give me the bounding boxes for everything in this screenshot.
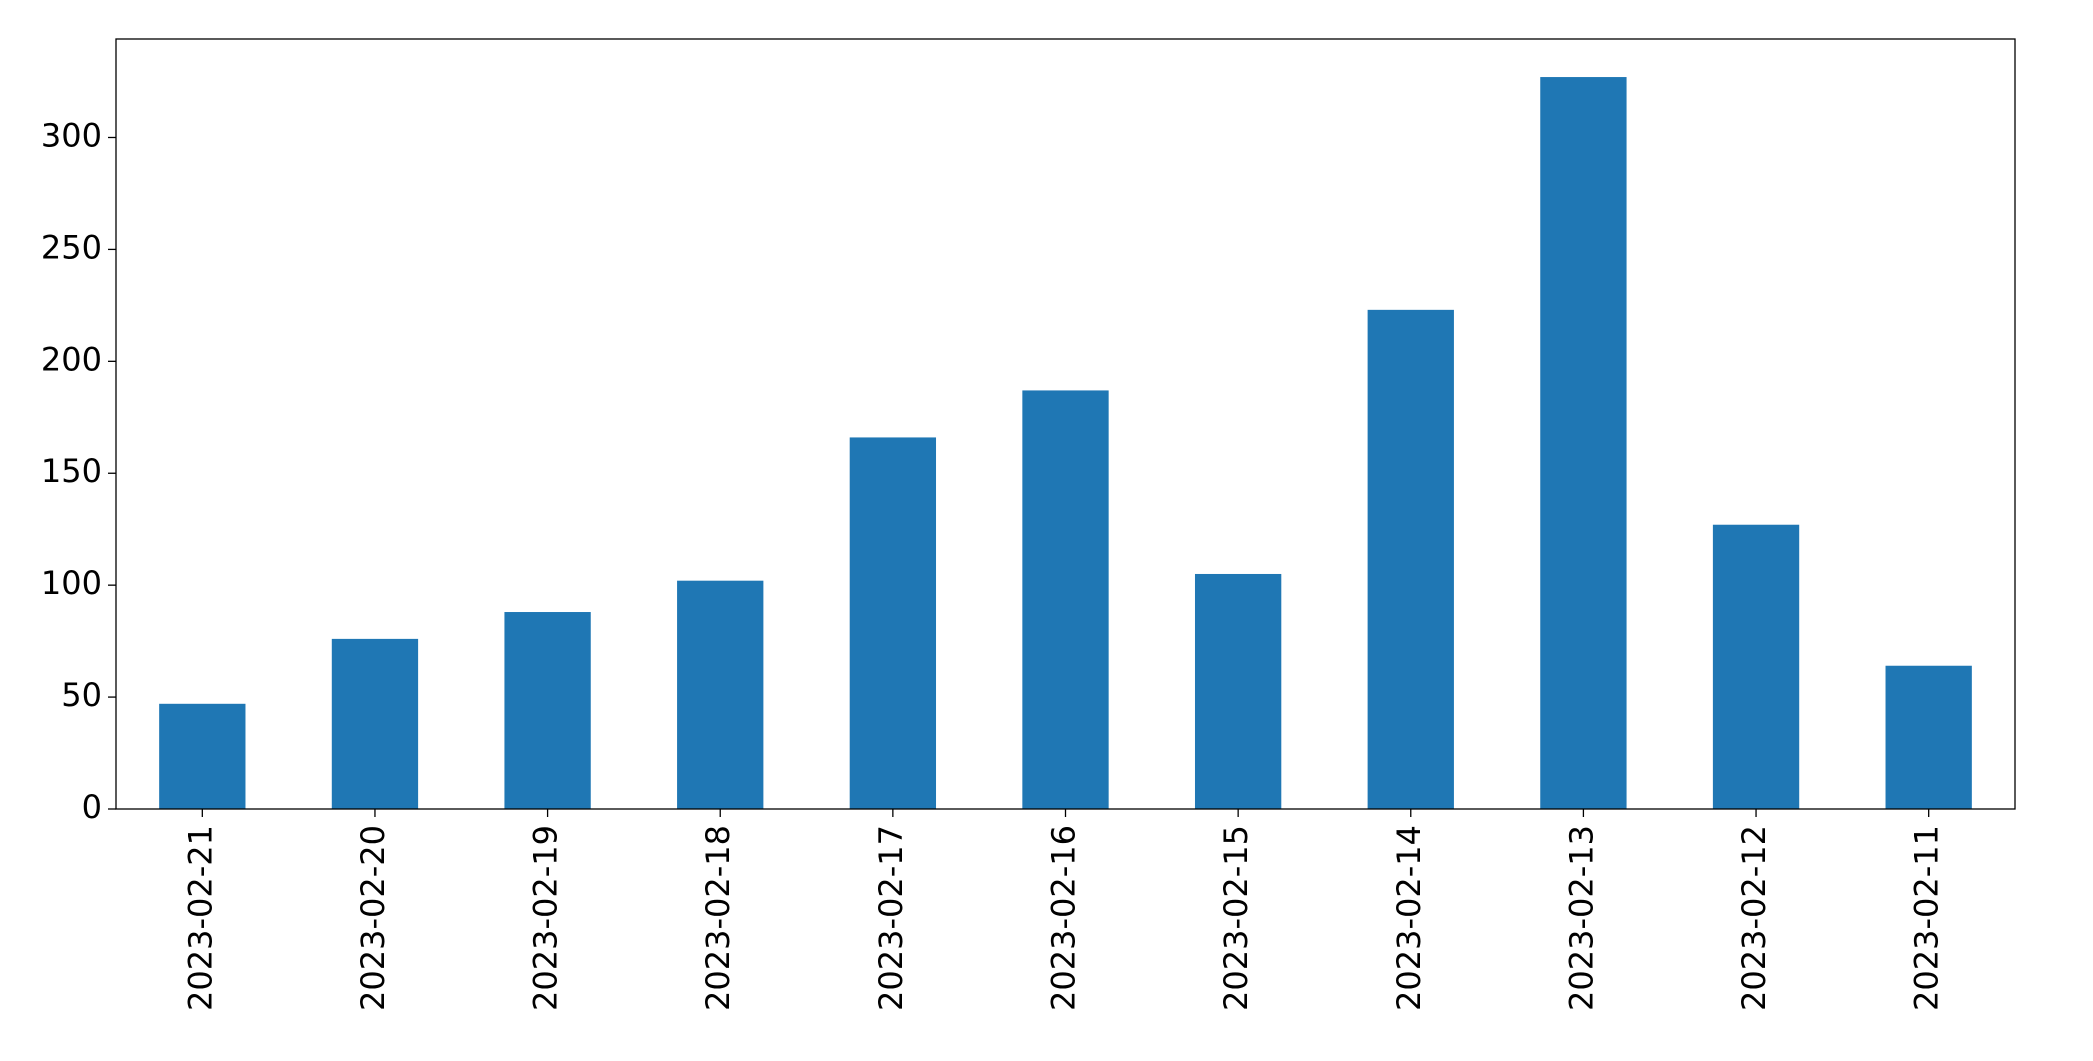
bar <box>849 437 937 809</box>
x-tick-label: 2023-02-20 <box>354 825 392 1011</box>
y-tick-label: 200 <box>41 340 102 378</box>
bar <box>331 638 419 809</box>
x-tick-label: 2023-02-17 <box>872 825 910 1011</box>
x-tick-label: 2023-02-13 <box>1562 825 1600 1011</box>
bar <box>1885 665 1972 809</box>
x-tick-label: 2023-02-21 <box>181 825 219 1011</box>
x-tick-label: 2023-02-14 <box>1390 825 1428 1011</box>
y-tick-label: 0 <box>82 788 102 826</box>
x-tick-label: 2023-02-12 <box>1735 825 1773 1011</box>
bar <box>504 612 591 809</box>
x-tick-label: 2023-02-15 <box>1217 825 1255 1011</box>
y-tick-label: 300 <box>41 116 102 154</box>
bar <box>1367 309 1454 809</box>
bar <box>1540 77 1627 810</box>
y-tick-label: 150 <box>41 452 102 490</box>
y-tick-label: 100 <box>41 564 102 602</box>
bar <box>1022 390 1109 809</box>
x-tick-label: 2023-02-18 <box>699 825 737 1011</box>
bar <box>1712 524 1800 809</box>
x-tick-label: 2023-02-16 <box>1045 825 1083 1011</box>
x-tick-label: 2023-02-11 <box>1908 825 1946 1011</box>
bar <box>677 580 764 809</box>
bar <box>1194 573 1282 809</box>
y-tick-label: 250 <box>41 228 102 266</box>
bar <box>159 703 246 809</box>
x-tick-label: 2023-02-19 <box>527 825 565 1011</box>
y-tick-label: 50 <box>61 676 102 714</box>
